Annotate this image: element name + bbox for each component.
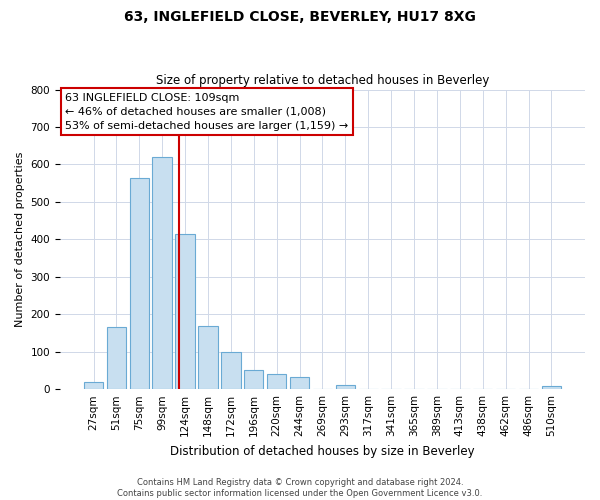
Text: 63, INGLEFIELD CLOSE, BEVERLEY, HU17 8XG: 63, INGLEFIELD CLOSE, BEVERLEY, HU17 8XG bbox=[124, 10, 476, 24]
Bar bbox=[221, 352, 241, 389]
Bar bbox=[84, 382, 103, 389]
Bar bbox=[542, 386, 561, 389]
Bar bbox=[267, 374, 286, 389]
Bar bbox=[130, 178, 149, 389]
Text: 63 INGLEFIELD CLOSE: 109sqm
← 46% of detached houses are smaller (1,008)
53% of : 63 INGLEFIELD CLOSE: 109sqm ← 46% of det… bbox=[65, 92, 349, 130]
X-axis label: Distribution of detached houses by size in Beverley: Distribution of detached houses by size … bbox=[170, 444, 475, 458]
Y-axis label: Number of detached properties: Number of detached properties bbox=[15, 152, 25, 327]
Bar bbox=[152, 157, 172, 389]
Bar bbox=[290, 377, 309, 389]
Bar bbox=[175, 234, 195, 389]
Bar bbox=[244, 370, 263, 389]
Bar bbox=[198, 326, 218, 389]
Bar bbox=[107, 328, 126, 389]
Title: Size of property relative to detached houses in Beverley: Size of property relative to detached ho… bbox=[156, 74, 489, 87]
Bar bbox=[335, 384, 355, 389]
Text: Contains HM Land Registry data © Crown copyright and database right 2024.
Contai: Contains HM Land Registry data © Crown c… bbox=[118, 478, 482, 498]
